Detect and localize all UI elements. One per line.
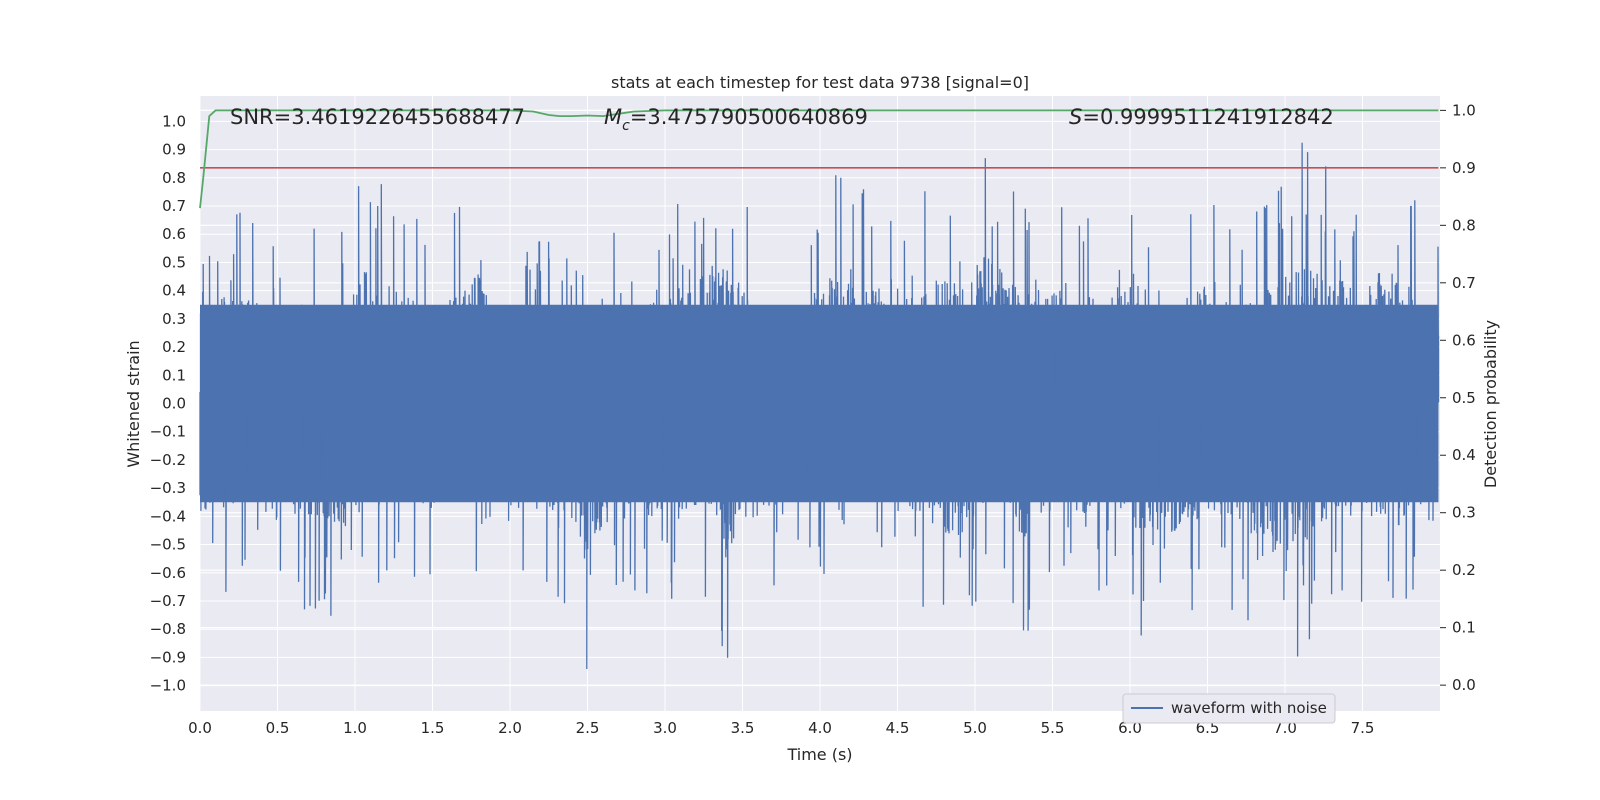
y-tick-label: −0.2 bbox=[150, 451, 186, 469]
y2-tick-label: 0.7 bbox=[1452, 274, 1476, 292]
x-tick-label: 0.5 bbox=[266, 719, 290, 737]
x-tick-label: 5.0 bbox=[963, 719, 987, 737]
y-tick-label: −0.8 bbox=[150, 620, 186, 638]
y-tick-label: −0.5 bbox=[150, 536, 186, 554]
y2-tick-label: 0.2 bbox=[1452, 561, 1476, 579]
y-tick-label: −1.0 bbox=[150, 677, 186, 695]
s-annotation: S=0.9999511241912842 bbox=[1069, 105, 1334, 129]
y-axis-right-ticks: 1.0 0.9 0.8 0.7 0.6 0.5 0.4 0.3 0.2 0.1 0.0 bbox=[1440, 101, 1476, 694]
y-tick-label: 0.2 bbox=[162, 338, 186, 356]
y2-tick-label: 0.1 bbox=[1452, 619, 1476, 637]
y-tick-label: 0.6 bbox=[162, 225, 186, 243]
legend: waveform with noise bbox=[1122, 693, 1336, 724]
x-tick-label: 4.5 bbox=[886, 719, 910, 737]
y-tick-label: −0.6 bbox=[150, 564, 186, 582]
y-tick-label: 0.7 bbox=[162, 197, 186, 215]
y-tick-label: 1.0 bbox=[162, 112, 186, 130]
x-tick-label: 1.0 bbox=[343, 719, 367, 737]
y-tick-label: −0.9 bbox=[150, 648, 186, 666]
x-tick-label: 1.5 bbox=[421, 719, 445, 737]
y-tick-label: −0.3 bbox=[150, 479, 186, 497]
y2-axis-label: Detection probability bbox=[1481, 320, 1500, 488]
y-tick-label: 0.4 bbox=[162, 282, 186, 300]
x-axis-label: Time (s) bbox=[786, 745, 852, 764]
y-tick-label: 0.3 bbox=[162, 310, 186, 328]
y-tick-label: −0.7 bbox=[150, 592, 186, 610]
y-tick-label: 0.5 bbox=[162, 253, 186, 271]
y2-tick-label: 0.4 bbox=[1452, 446, 1476, 464]
y2-tick-label: 0.0 bbox=[1452, 676, 1476, 694]
chart-title: stats at each timestep for test data 973… bbox=[611, 73, 1029, 92]
detection-probability-line bbox=[199, 109, 1439, 209]
legend-label-waveform: waveform with noise bbox=[1171, 699, 1327, 717]
waveform-series-line bbox=[199, 142, 1440, 670]
y-tick-label: 0.8 bbox=[162, 169, 186, 187]
x-tick-label: 3.5 bbox=[731, 719, 755, 737]
y-tick-label: 0.1 bbox=[162, 366, 186, 384]
x-tick-label: 5.5 bbox=[1041, 719, 1065, 737]
x-tick-label: 2.5 bbox=[576, 719, 600, 737]
y-tick-label: 0.9 bbox=[162, 141, 186, 159]
y2-tick-label: 0.8 bbox=[1452, 216, 1476, 234]
y-axis-left-ticks: 1.0 0.9 0.8 0.7 0.6 0.5 0.4 0.3 0.2 0.1 0.0 −0.1 −0.… bbox=[150, 112, 186, 694]
y-tick-label: −0.1 bbox=[150, 423, 186, 441]
series-layer bbox=[199, 109, 1440, 670]
chirp-mass-annotation: Mc=3.475790500640869 bbox=[604, 105, 868, 134]
snr-annotation: SNR=3.4619226455688477 bbox=[230, 105, 525, 129]
x-tick-label: 0.0 bbox=[188, 719, 212, 737]
y2-tick-label: 0.3 bbox=[1452, 504, 1476, 522]
y-tick-label: 0.0 bbox=[162, 395, 186, 413]
x-tick-label: 2.0 bbox=[498, 719, 522, 737]
x-tick-label: 7.5 bbox=[1351, 719, 1375, 737]
y2-tick-label: 0.6 bbox=[1452, 331, 1476, 349]
legend-box bbox=[1122, 693, 1336, 724]
y-axis-label: Whitened strain bbox=[124, 340, 143, 467]
x-tick-label: 3.0 bbox=[653, 719, 677, 737]
y2-tick-label: 1.0 bbox=[1452, 101, 1476, 119]
x-tick-label: 4.0 bbox=[808, 719, 832, 737]
y2-tick-label: 0.5 bbox=[1452, 389, 1476, 407]
y-tick-label: −0.4 bbox=[150, 507, 186, 525]
y2-tick-label: 0.9 bbox=[1452, 159, 1476, 177]
